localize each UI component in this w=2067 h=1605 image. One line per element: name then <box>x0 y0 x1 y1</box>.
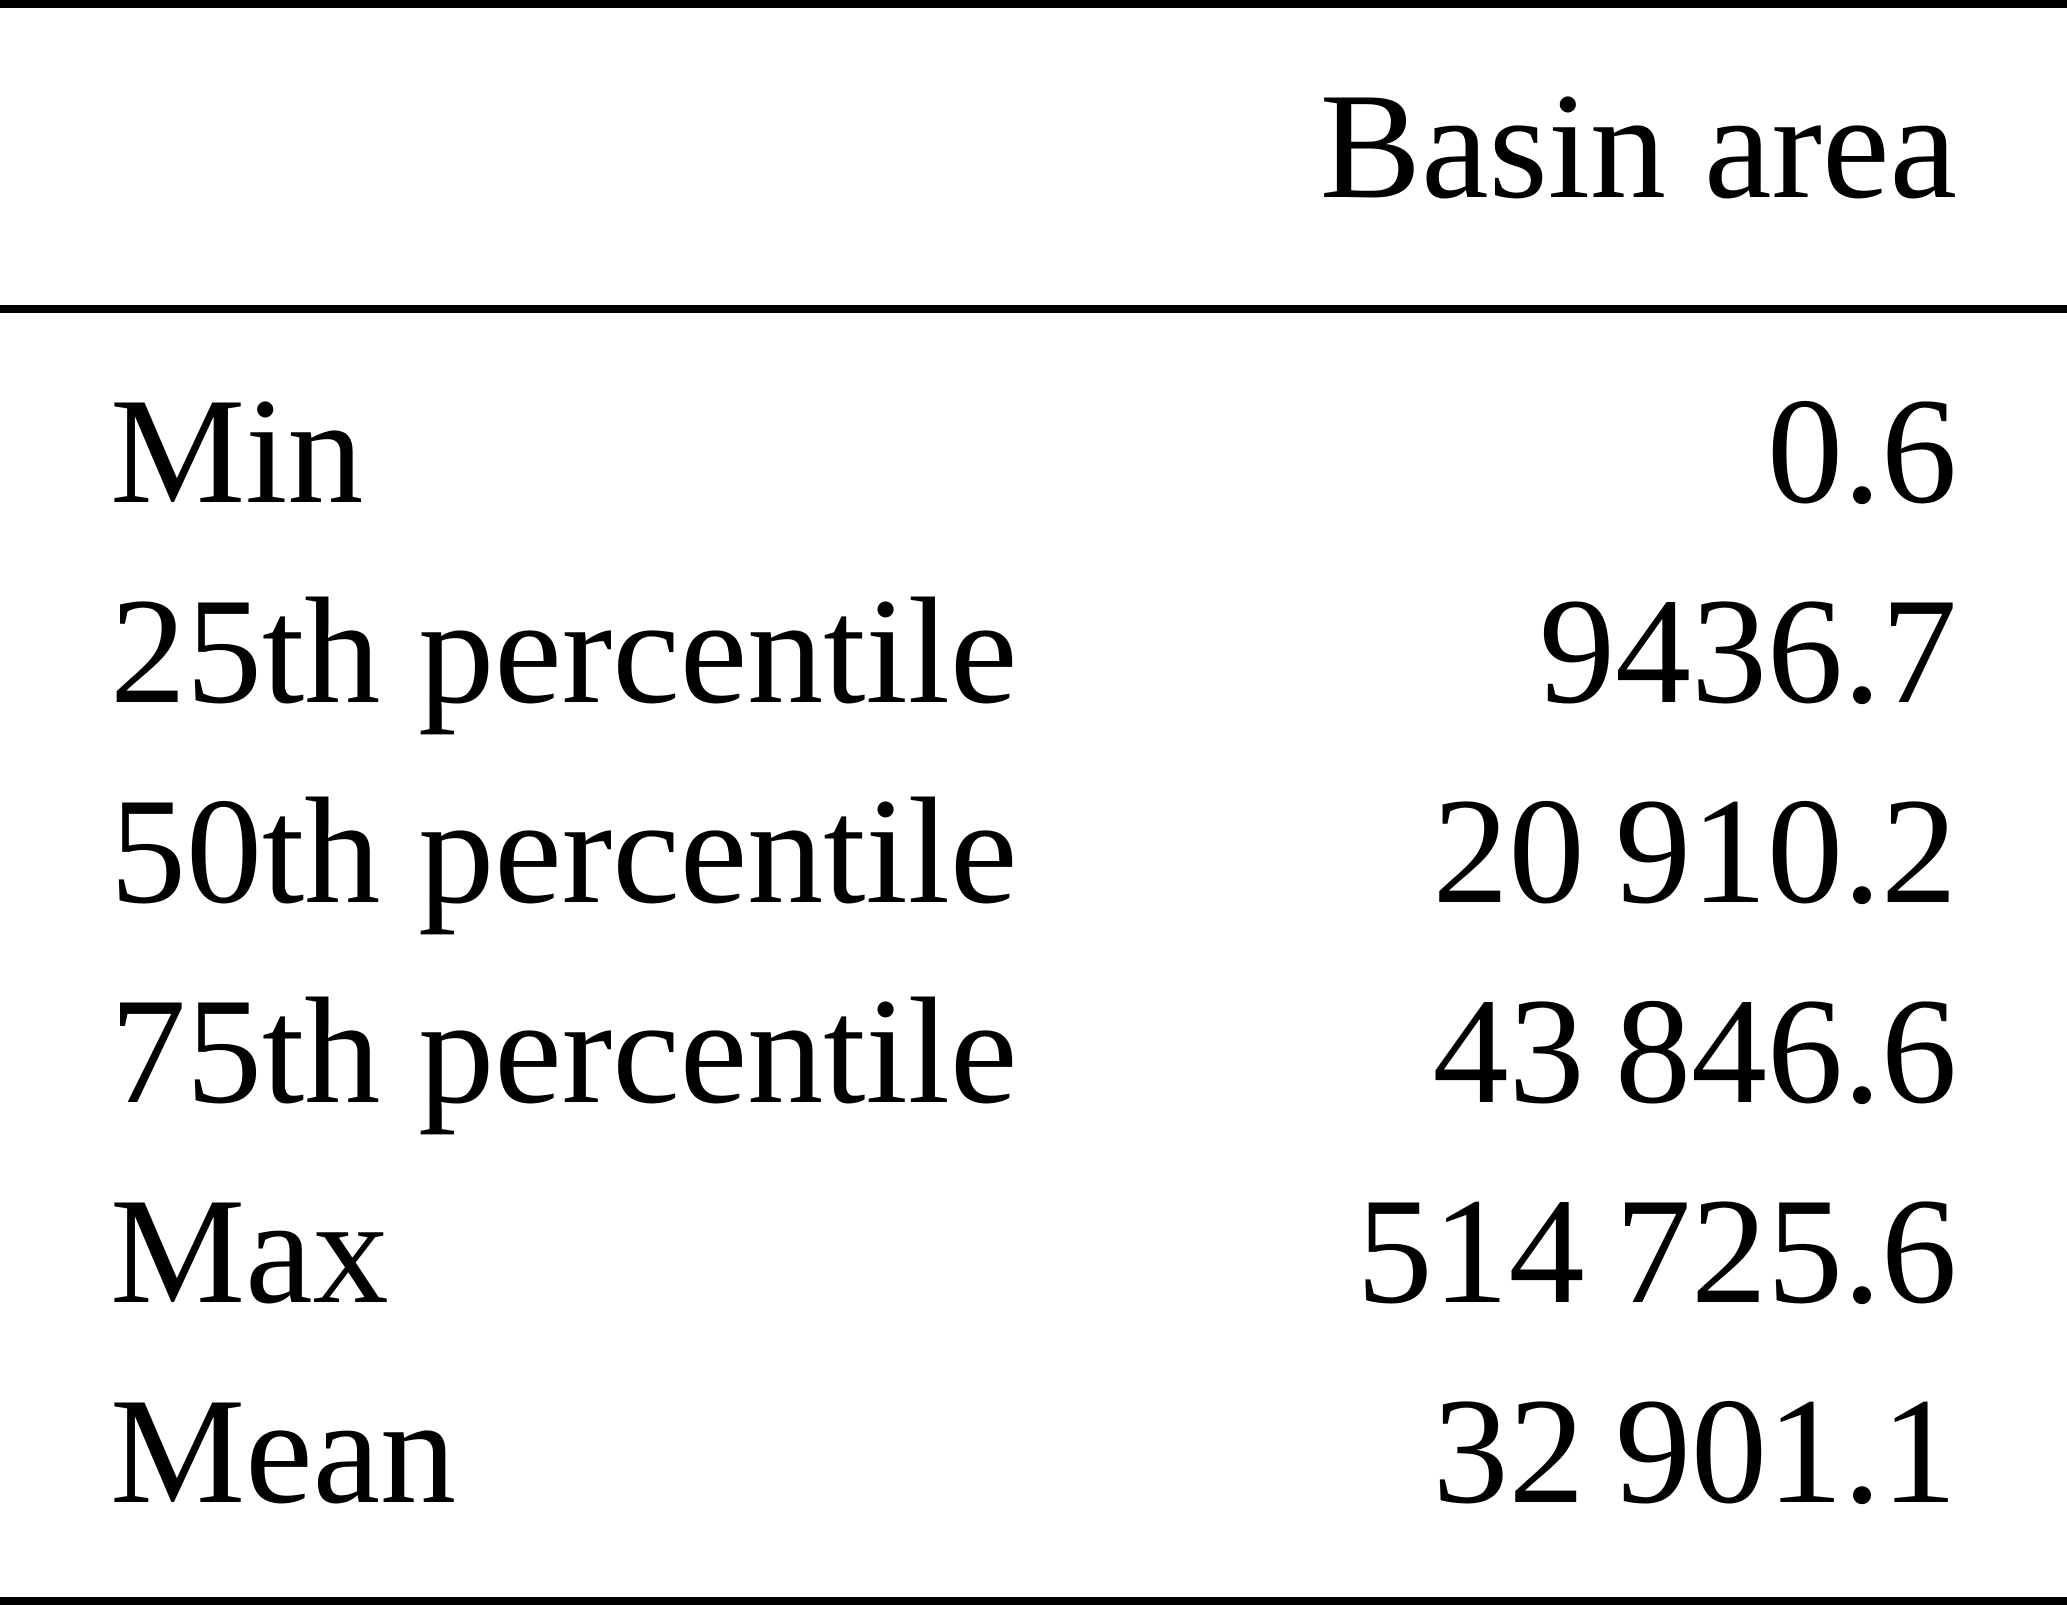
row-value: 20 910.2 <box>1432 767 1957 935</box>
row-label: 25th percentile <box>110 567 1018 735</box>
table-mid-rule <box>0 305 2067 313</box>
row-label: 75th percentile <box>110 967 1018 1135</box>
table-top-rule <box>0 0 2067 8</box>
row-value: 9436.7 <box>1539 567 1957 735</box>
table-row-mean: Mean 32 901.1 <box>0 1351 2067 1551</box>
table-row-50th-percentile: 50th percentile 20 910.2 <box>0 751 2067 951</box>
table-row-75th-percentile: 75th percentile 43 846.6 <box>0 951 2067 1151</box>
row-value: 514 725.6 <box>1356 1167 1957 1335</box>
header-basin-area: Basin area <box>1319 62 1957 230</box>
table-row-25th-percentile: 25th percentile 9436.7 <box>0 551 2067 751</box>
row-value: 32 901.1 <box>1432 1367 1957 1535</box>
row-value: 0.6 <box>1767 367 1957 535</box>
table-header-row: Basin area <box>0 8 2067 305</box>
row-label: Min <box>110 367 364 535</box>
table-row-max: Max 514 725.6 <box>0 1151 2067 1351</box>
row-label: Mean <box>110 1367 457 1535</box>
row-label: 50th percentile <box>110 767 1018 935</box>
table-row-min: Min 0.6 <box>0 351 2067 551</box>
table-body: Min 0.6 25th percentile 9436.7 50th perc… <box>0 313 2067 1597</box>
row-label: Max <box>110 1167 389 1335</box>
table-bottom-rule <box>0 1597 2067 1605</box>
row-value: 43 846.6 <box>1432 967 1957 1135</box>
